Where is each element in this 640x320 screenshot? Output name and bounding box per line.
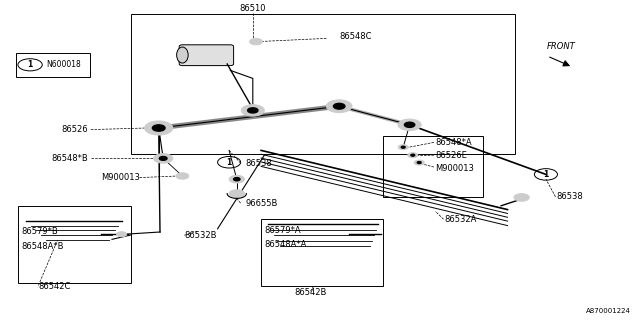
Circle shape — [152, 125, 165, 131]
Text: 86548A*A: 86548A*A — [264, 240, 307, 249]
Bar — [131, 14, 515, 154]
Circle shape — [401, 146, 405, 148]
Text: A870001224: A870001224 — [586, 308, 630, 314]
Bar — [16, 53, 90, 77]
Circle shape — [116, 232, 127, 237]
Text: 96655B: 96655B — [245, 199, 278, 208]
Circle shape — [234, 178, 240, 181]
Text: 86532A: 86532A — [445, 215, 477, 224]
Circle shape — [154, 154, 173, 163]
Bar — [261, 219, 383, 286]
Circle shape — [176, 173, 189, 179]
Circle shape — [145, 121, 173, 135]
Circle shape — [408, 153, 418, 158]
Circle shape — [404, 122, 415, 127]
Text: M900013: M900013 — [101, 173, 140, 182]
Text: 1: 1 — [227, 158, 232, 167]
Text: 86510: 86510 — [239, 4, 266, 12]
Circle shape — [398, 145, 408, 150]
Ellipse shape — [177, 47, 188, 63]
Circle shape — [398, 119, 421, 131]
Text: 86548A*B: 86548A*B — [21, 242, 63, 251]
Text: 86579*A: 86579*A — [264, 226, 301, 235]
FancyBboxPatch shape — [179, 45, 234, 66]
Bar — [18, 206, 131, 283]
Circle shape — [248, 108, 258, 113]
Text: FRONT: FRONT — [547, 42, 576, 51]
Text: 86526E: 86526E — [435, 151, 467, 160]
Text: M900013: M900013 — [435, 164, 474, 172]
Circle shape — [250, 38, 262, 45]
Circle shape — [411, 154, 415, 156]
Text: 86526: 86526 — [61, 125, 88, 134]
Text: 86548C: 86548C — [339, 32, 372, 41]
Circle shape — [326, 100, 352, 113]
Circle shape — [414, 160, 424, 165]
Circle shape — [241, 105, 264, 116]
Circle shape — [159, 156, 167, 160]
Text: 86542B: 86542B — [294, 288, 326, 297]
Text: N600018: N600018 — [46, 60, 81, 69]
Circle shape — [514, 194, 529, 201]
Text: 86548*A: 86548*A — [435, 138, 472, 147]
Text: 86532B: 86532B — [184, 231, 217, 240]
Text: 1: 1 — [28, 60, 33, 69]
Text: 86538: 86538 — [557, 192, 584, 201]
Text: 86538: 86538 — [245, 159, 272, 168]
Circle shape — [417, 162, 421, 164]
Circle shape — [333, 103, 345, 109]
Text: 86542C: 86542C — [38, 282, 71, 291]
Text: 1: 1 — [543, 170, 548, 179]
Bar — [383, 136, 483, 197]
Text: 86548*B: 86548*B — [52, 154, 88, 163]
Circle shape — [229, 175, 244, 183]
Circle shape — [229, 190, 244, 197]
Text: 86579*B: 86579*B — [21, 228, 58, 236]
